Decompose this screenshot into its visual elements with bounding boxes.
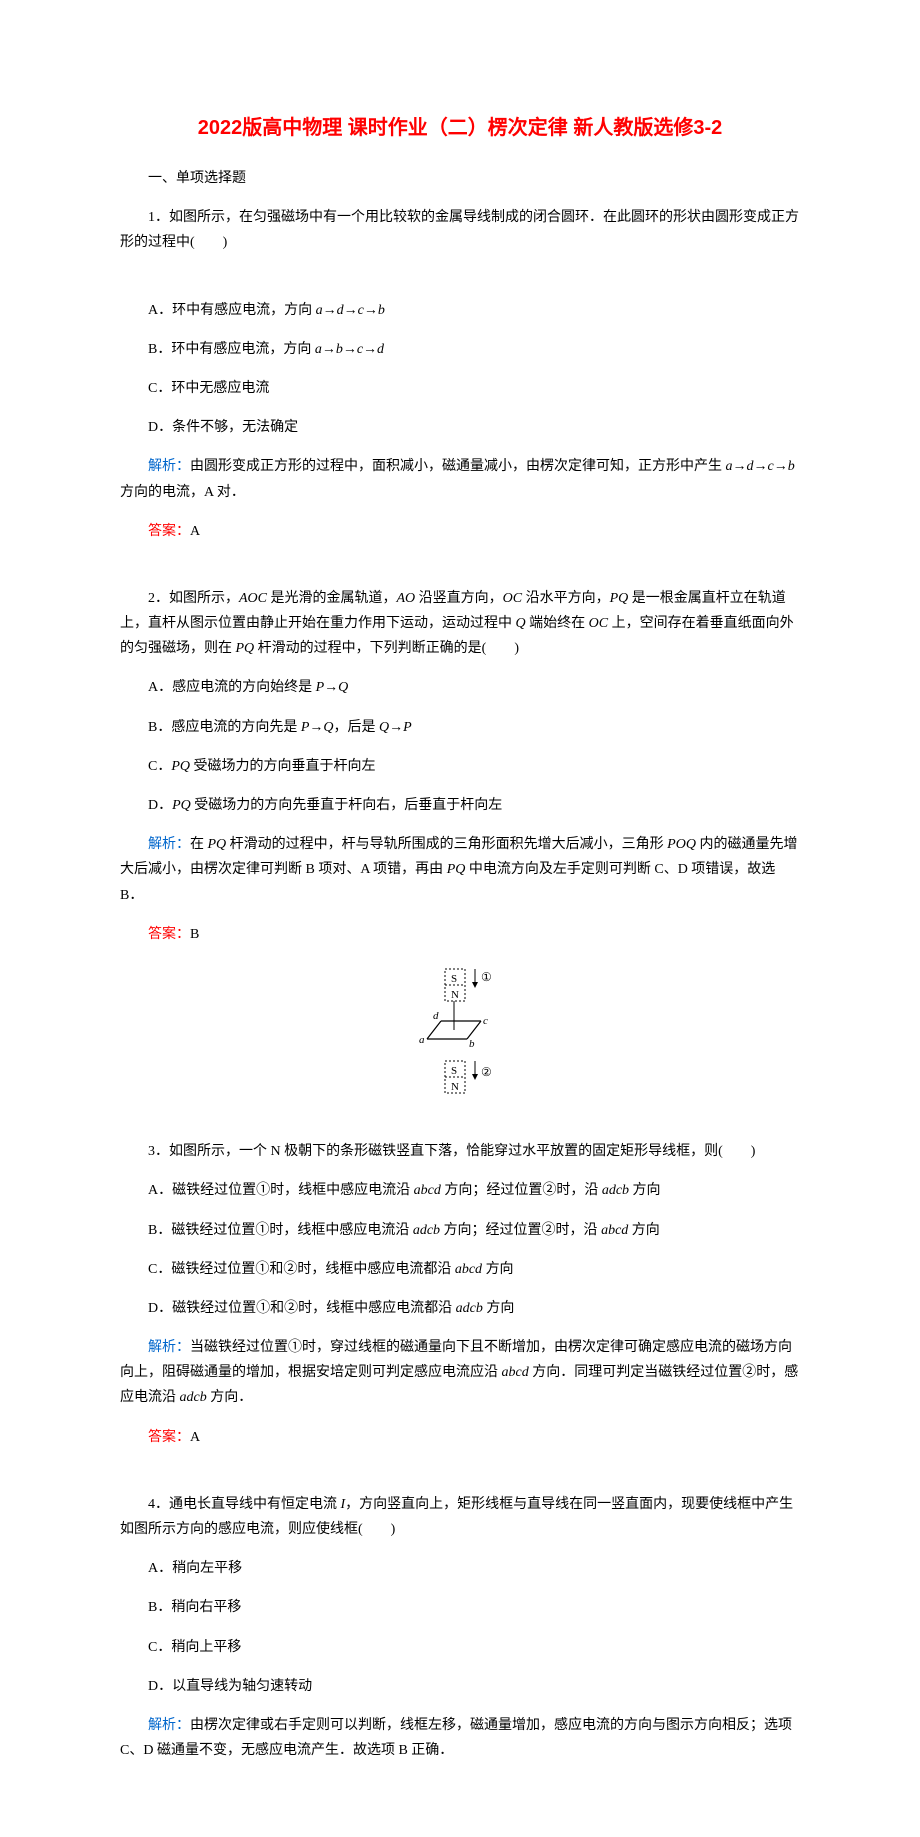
q4-optD: D．以直导线为轴匀速转动 (120, 1674, 800, 1699)
answer-label: 答案： (148, 524, 190, 539)
q3-analysis: 解析：当磁铁经过位置①时，穿过线框的磁通量向下且不断增加，由楞次定律可确定感应电… (120, 1335, 800, 1411)
q2-analysis: 解析：在 PQ 杆滑动的过程中，杆与导轨所围成的三角形面积先增大后减小，三角形 … (120, 832, 800, 908)
q4-stem: 4．通电长直导线中有恒定电流 I，方向竖直向上，矩形线框与直导线在同一竖直面内，… (120, 1492, 800, 1542)
q2-optB: B．感应电流的方向先是 P→Q，后是 Q→P (120, 715, 800, 740)
magnet-coil-diagram: S N ① a b c d S N (395, 961, 525, 1116)
q1-optD: D．条件不够，无法确定 (120, 415, 800, 440)
label-d: d (433, 1010, 439, 1022)
label-S1: S (451, 973, 457, 985)
spacer (120, 1464, 800, 1478)
q3-optA: A．磁铁经过位置①时，线框中感应电流沿 abcd 方向；经过位置②时，沿 adc… (120, 1178, 800, 1203)
doc-title: 2022版高中物理 课时作业（二）楞次定律 新人教版选修3-2 (120, 110, 800, 146)
q2-stem: 2．如图所示，AOC 是光滑的金属轨道，AO 沿竖直方向，OC 沿水平方向，PQ… (120, 586, 800, 662)
analysis-label: 解析： (148, 837, 190, 852)
analysis-label: 解析： (148, 459, 190, 474)
q3-diagram: S N ① a b c d S N (120, 961, 800, 1125)
label-pos1: ① (481, 970, 492, 984)
q2-optC: C．PQ 受磁场力的方向垂直于杆向左 (120, 754, 800, 779)
q3-optB: B．磁铁经过位置①时，线框中感应电流沿 adcb 方向；经过位置②时，沿 abc… (120, 1218, 800, 1243)
q3-optC: C．磁铁经过位置①和②时，线框中感应电流都沿 abcd 方向 (120, 1257, 800, 1282)
q1-optB: B．环中有感应电流，方向 a→b→c→d (120, 337, 800, 362)
q3-answer: 答案：A (120, 1425, 800, 1450)
q4-analysis: 解析：由楞次定律或右手定则可以判断，线框左移，磁通量增加，感应电流的方向与图示方… (120, 1713, 800, 1763)
q1-stem: 1．如图所示，在匀强磁场中有一个用比较软的金属导线制成的闭合圆环．在此圆环的形状… (120, 205, 800, 255)
q1-optC: C．环中无感应电流 (120, 376, 800, 401)
q1-optA: A．环中有感应电流，方向 a→d→c→b (120, 298, 800, 323)
q2-optD: D．PQ 受磁场力的方向先垂直于杆向右，后垂直于杆向左 (120, 793, 800, 818)
label-pos2: ② (481, 1065, 492, 1079)
q1-analysis: 解析：由圆形变成正方形的过程中，面积减小，磁通量减小，由楞次定律可知，正方形中产… (120, 454, 800, 504)
spacer (120, 270, 800, 284)
label-a: a (419, 1034, 425, 1046)
label-c: c (483, 1015, 488, 1027)
analysis-label: 解析： (148, 1718, 190, 1733)
label-N2: N (451, 1081, 459, 1093)
label-N1: N (451, 989, 459, 1001)
q2-answer: 答案：B (120, 922, 800, 947)
label-S2: S (451, 1065, 457, 1077)
q4-optC: C．稍向上平移 (120, 1635, 800, 1660)
section-heading: 一、单项选择题 (120, 166, 800, 191)
q3-optD: D．磁铁经过位置①和②时，线框中感应电流都沿 adcb 方向 (120, 1296, 800, 1321)
q1-answer: 答案：A (120, 519, 800, 544)
answer-label: 答案： (148, 1430, 190, 1445)
q4-optB: B．稍向右平移 (120, 1595, 800, 1620)
answer-label: 答案： (148, 927, 190, 942)
q4-optA: A．稍向左平移 (120, 1556, 800, 1581)
spacer (120, 558, 800, 572)
page: 2022版高中物理 课时作业（二）楞次定律 新人教版选修3-2 一、单项选择题 … (0, 0, 920, 1837)
q3-stem: 3．如图所示，一个 N 极朝下的条形磁铁竖直下落，恰能穿过水平放置的固定矩形导线… (120, 1139, 800, 1164)
q2-optA: A．感应电流的方向始终是 P→Q (120, 675, 800, 700)
label-b: b (469, 1038, 475, 1050)
analysis-label: 解析： (148, 1340, 190, 1355)
